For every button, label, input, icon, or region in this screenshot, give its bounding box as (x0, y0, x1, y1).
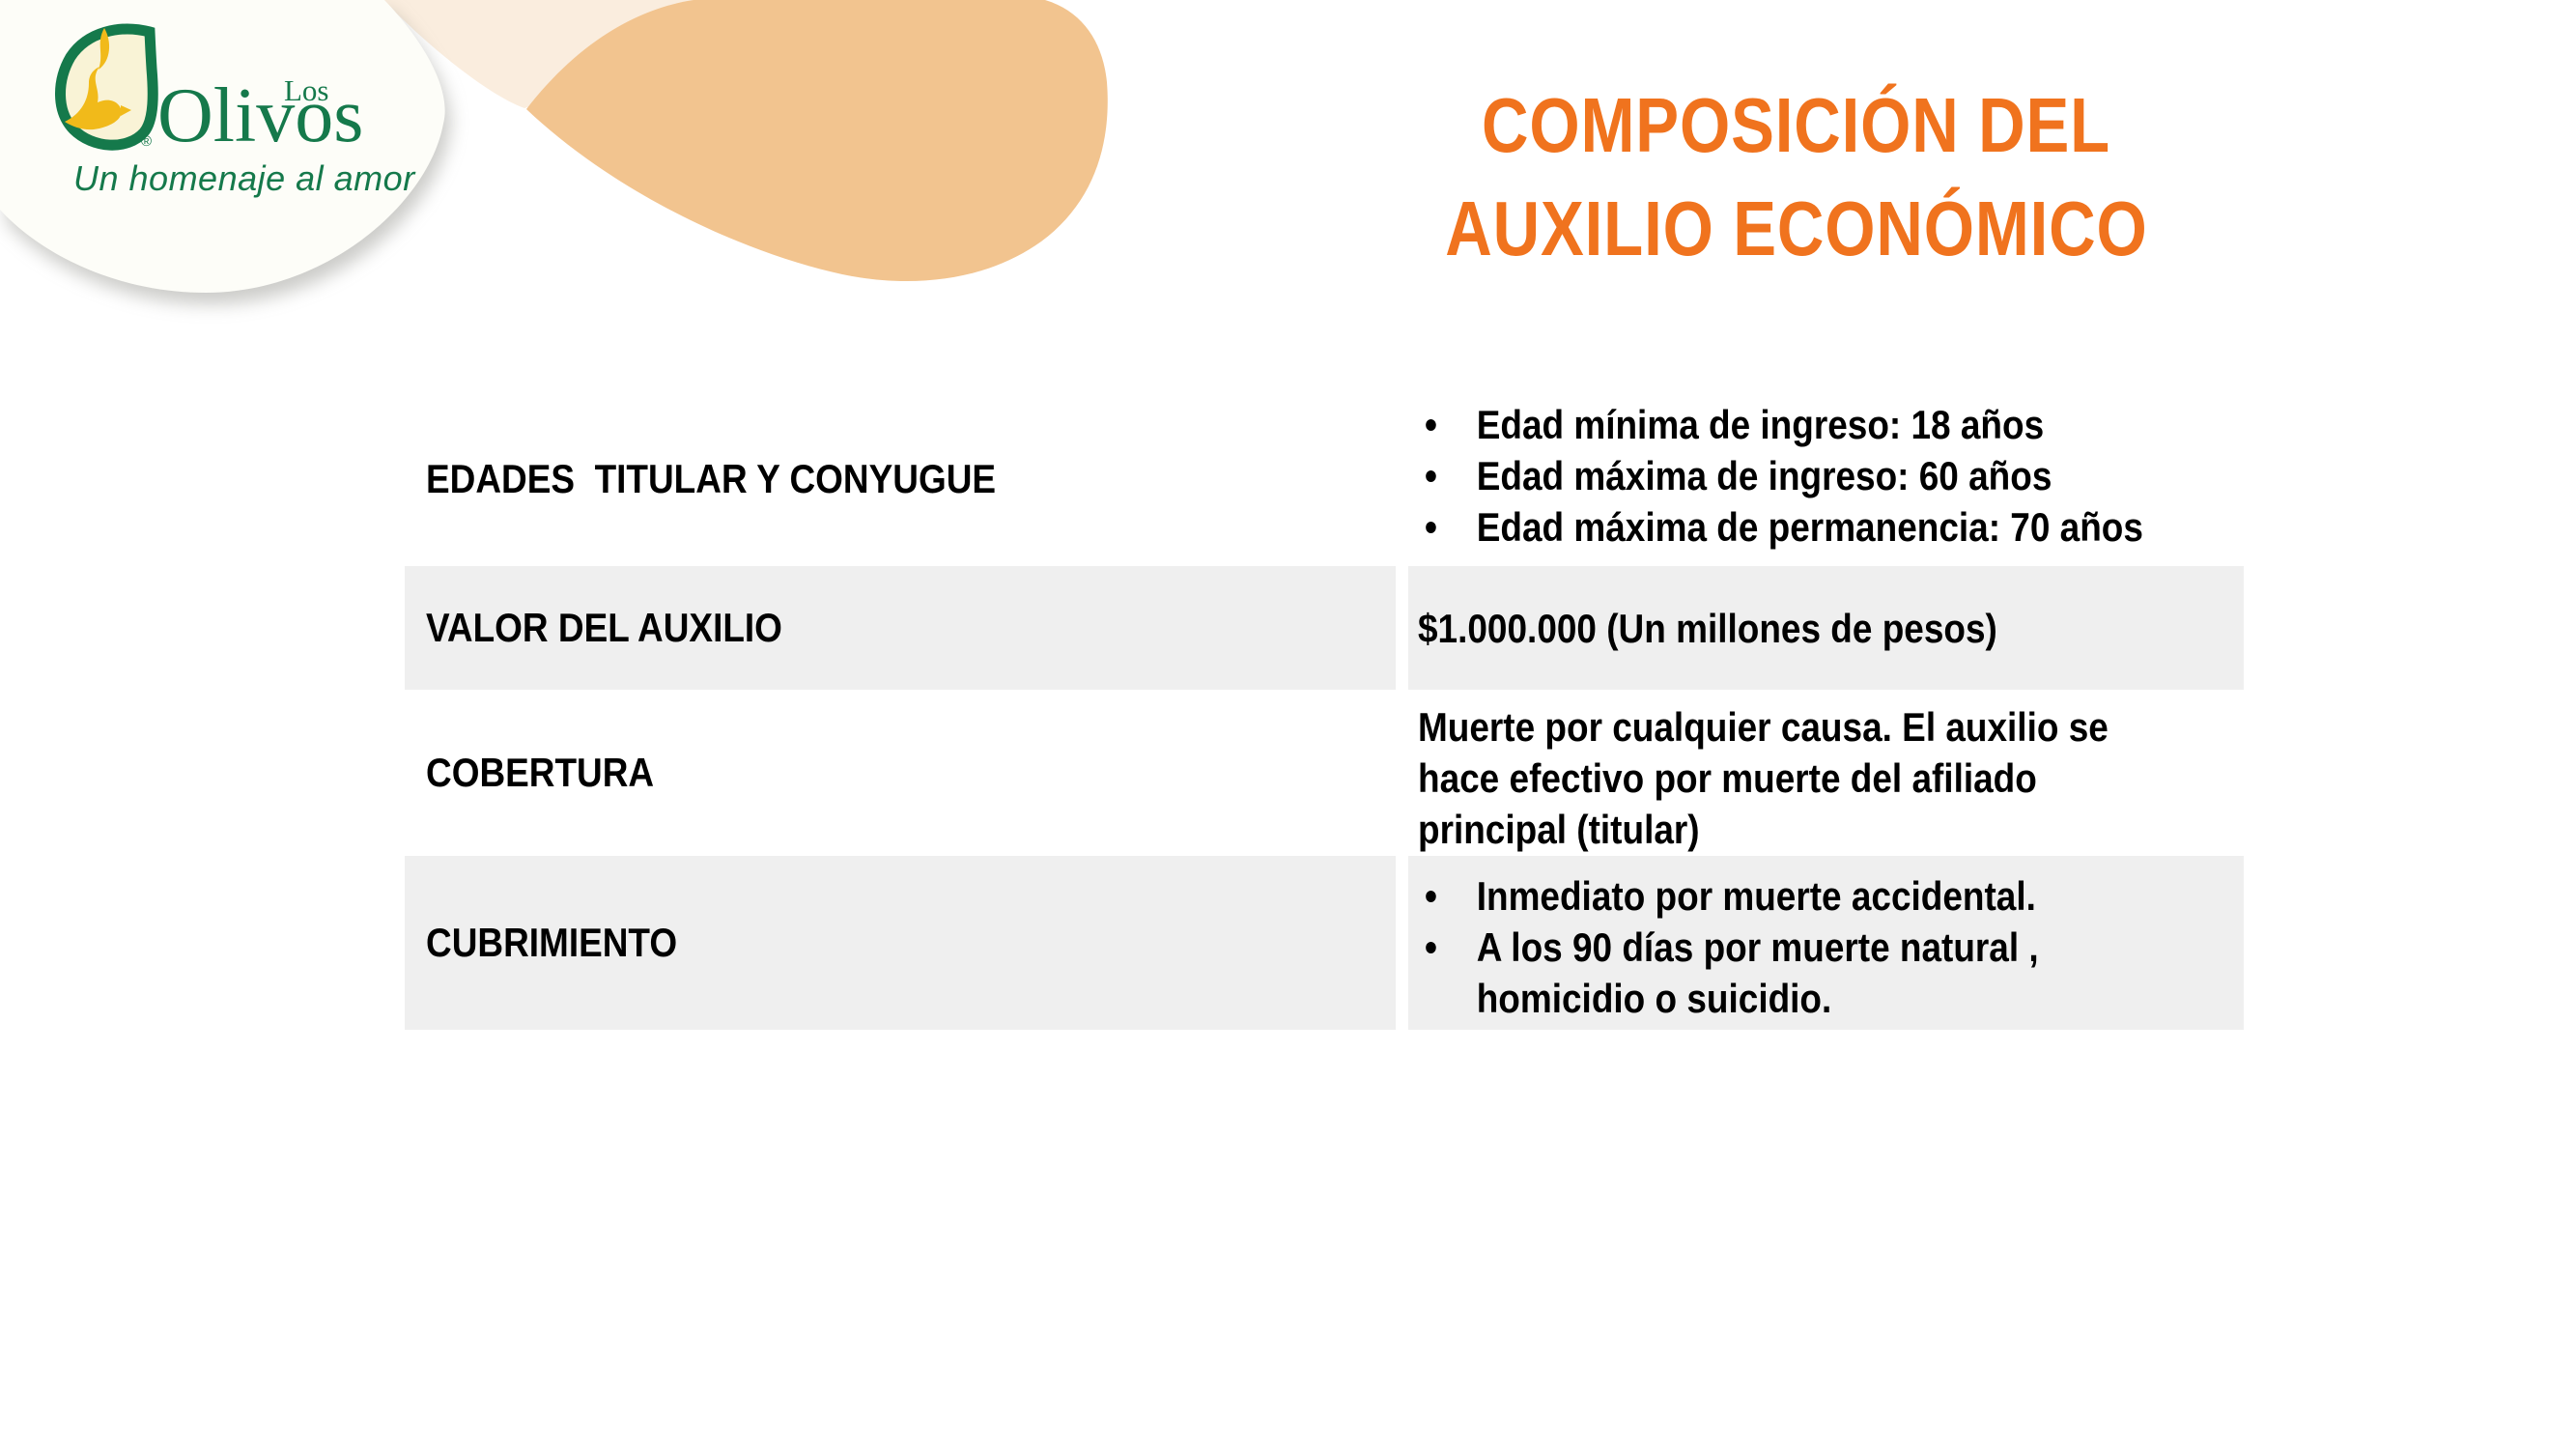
registered-trademark-symbol: ® (141, 133, 153, 150)
bullet-list: Edad mínima de ingreso: 18 años Edad máx… (1418, 399, 2144, 553)
bullet-list: Inmediato por muerte accidental. A los 9… (1418, 870, 2144, 1024)
title-line-1: COMPOSICIÓN DEL (1482, 82, 2111, 168)
row-label: EDADES TITULAR Y CONYUGUE (426, 455, 997, 501)
row-label-cell: CUBRIMIENTO (405, 856, 1396, 1030)
row-value-cell: $1.000.000 (Un millones de pesos) (1408, 566, 2244, 690)
logo-text-los: Los (284, 73, 329, 107)
row-value-text: Muerte por cualquier causa. El auxilio s… (1418, 703, 2109, 852)
row-value-cell: Inmediato por muerte accidental. A los 9… (1408, 856, 2244, 1030)
column-gap (1396, 566, 1408, 690)
table-row-edades: EDADES TITULAR Y CONYUGUE Edad mínima de… (405, 391, 2244, 566)
row-value-cell: Muerte por cualquier causa. El auxilio s… (1408, 690, 2244, 856)
row-value-cell: Edad mínima de ingreso: 18 años Edad máx… (1408, 391, 2244, 566)
peach-petal-shape (526, 0, 1108, 281)
dove-wing (99, 28, 110, 70)
bullet-item: Inmediato por muerte accidental. (1418, 870, 2144, 922)
dove-beak (121, 105, 131, 116)
table-row-cobertura: COBERTURA Muerte por cualquier causa. El… (405, 690, 2244, 856)
cream-petal-shape (383, 0, 694, 108)
row-label-cell: VALOR DEL AUXILIO (405, 566, 1396, 690)
row-label: VALOR DEL AUXILIO (426, 605, 782, 650)
bullet-item: Edad mínima de ingreso: 18 años (1418, 399, 2144, 450)
logo-tagline: Un homenaje al amor (73, 158, 415, 198)
bullet-item: Edad máxima de permanencia: 70 años (1418, 501, 2144, 553)
page-title: COMPOSICIÓN DEL AUXILIO ECONÓMICO (1314, 73, 2279, 280)
row-value-text: $1.000.000 (Un millones de pesos) (1418, 605, 1997, 651)
row-label-cell: COBERTURA (405, 690, 1396, 856)
column-gap (1396, 690, 1408, 856)
row-label: CUBRIMIENTO (426, 920, 678, 965)
title-line-2: AUXILIO ECONÓMICO (1445, 185, 2148, 271)
dove-flame-icon (55, 23, 158, 151)
column-gap (1396, 391, 1408, 566)
bullet-item: A los 90 días por muerte natural , homic… (1418, 922, 2144, 1024)
row-label-cell: EDADES TITULAR Y CONYUGUE (405, 391, 1396, 566)
logo-text-olivos: Olivos (157, 73, 364, 158)
dove-body (65, 67, 122, 130)
row-label: COBERTURA (426, 750, 655, 795)
benefits-table: EDADES TITULAR Y CONYUGUE Edad mínima de… (405, 391, 2244, 1030)
table-row-valor: VALOR DEL AUXILIO $1.000.000 (Un millone… (405, 566, 2244, 690)
table-row-cubrimiento: CUBRIMIENTO Inmediato por muerte acciden… (405, 856, 2244, 1030)
column-gap (1396, 856, 1408, 1030)
bullet-item: Edad máxima de ingreso: 60 años (1418, 450, 2144, 501)
